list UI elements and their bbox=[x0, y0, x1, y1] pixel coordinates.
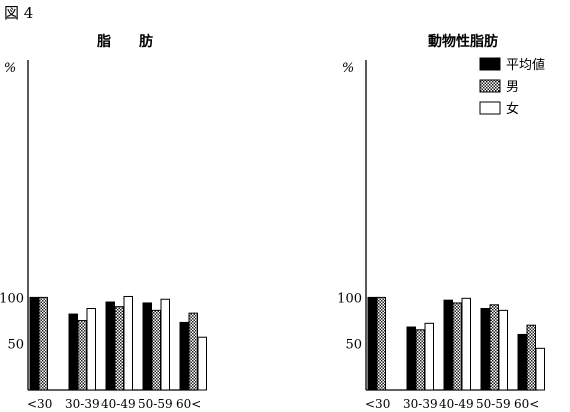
y-tick-label: 100 bbox=[337, 291, 362, 306]
bar-male bbox=[151, 309, 161, 391]
bar-male bbox=[415, 329, 425, 391]
chart-title: 動物性脂肪 bbox=[428, 33, 498, 50]
bar-male bbox=[77, 320, 87, 391]
bar-mean bbox=[367, 296, 377, 391]
y-tick-label: 50 bbox=[345, 338, 362, 353]
bar-female bbox=[160, 298, 170, 391]
legend-label-mean: 平均値 bbox=[506, 57, 545, 73]
bar-mean bbox=[406, 326, 416, 391]
bar-male bbox=[452, 302, 462, 391]
x-tick-label: 60< bbox=[176, 397, 201, 411]
y-axis-unit: % bbox=[342, 61, 354, 76]
bar-female bbox=[123, 295, 133, 391]
x-tick-label: 60< bbox=[514, 397, 539, 411]
bar-mean bbox=[443, 299, 453, 391]
legend-swatch-male bbox=[479, 79, 501, 93]
bar-mean bbox=[480, 308, 490, 391]
bar-male bbox=[38, 296, 48, 391]
x-tick-label: 30-39 bbox=[403, 397, 438, 411]
y-tick-label: 50 bbox=[7, 338, 24, 353]
bar-female bbox=[86, 308, 96, 391]
legend-swatch-mean bbox=[479, 57, 501, 71]
bar-male bbox=[376, 296, 386, 391]
x-tick-label: 30-39 bbox=[65, 397, 100, 411]
bar-mean bbox=[29, 296, 39, 391]
bar-male bbox=[526, 324, 536, 391]
x-tick-label: 50-59 bbox=[476, 397, 511, 411]
x-tick-label: 40-49 bbox=[101, 397, 136, 411]
chart-title: 脂 肪 bbox=[96, 33, 153, 50]
figure-label: 図 4 bbox=[4, 4, 34, 22]
bar-female bbox=[535, 347, 545, 391]
y-axis-unit: % bbox=[4, 61, 16, 76]
x-tick-label: 50-59 bbox=[138, 397, 173, 411]
bar-mean bbox=[179, 321, 189, 391]
bar-mean bbox=[105, 301, 115, 391]
bar-male bbox=[188, 312, 198, 391]
legend-label-male: 男 bbox=[506, 80, 519, 95]
bar-female bbox=[461, 297, 471, 391]
bar-mean bbox=[142, 302, 152, 391]
x-tick-label: <30 bbox=[27, 397, 52, 411]
bar-male bbox=[489, 304, 499, 391]
y-tick-label: 100 bbox=[0, 291, 24, 306]
bar-male bbox=[114, 306, 124, 391]
legend-label-female: 女 bbox=[506, 101, 519, 117]
x-tick-label: 40-49 bbox=[439, 397, 474, 411]
x-tick-label: <30 bbox=[365, 397, 390, 411]
legend-swatch-female bbox=[479, 101, 501, 115]
bar-female bbox=[424, 322, 434, 391]
bar-female bbox=[498, 309, 508, 391]
bar-mean bbox=[68, 313, 78, 391]
bar-female bbox=[197, 336, 207, 391]
bar-mean bbox=[517, 333, 527, 391]
